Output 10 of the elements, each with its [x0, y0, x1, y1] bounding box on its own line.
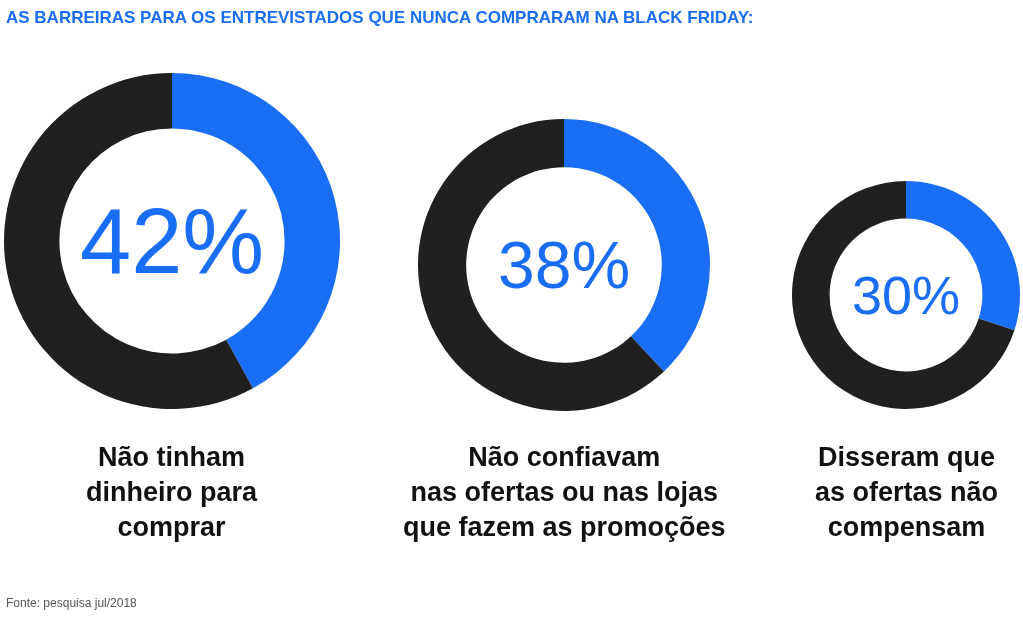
text: Não confiavam nas ofertas ou nas lojas que fazem as promoções [403, 442, 726, 543]
donut-slice [792, 181, 1015, 409]
text: AS BARREIRAS PARA OS ENTREVISTADOS QUE NUNCA COMPRARAM NA BLACK FRIDAY: [6, 8, 754, 27]
text: Disseram que as ofertas não compensam [815, 442, 999, 543]
source-note: Fonte: pesquisa jul/2018 [6, 596, 138, 610]
data-label: 30% [852, 265, 961, 325]
data-label: 38% [498, 228, 631, 302]
donut-slice [418, 119, 664, 411]
data-label: 42% [80, 190, 265, 292]
text: Não tinham dinheiro para comprar [86, 442, 259, 543]
